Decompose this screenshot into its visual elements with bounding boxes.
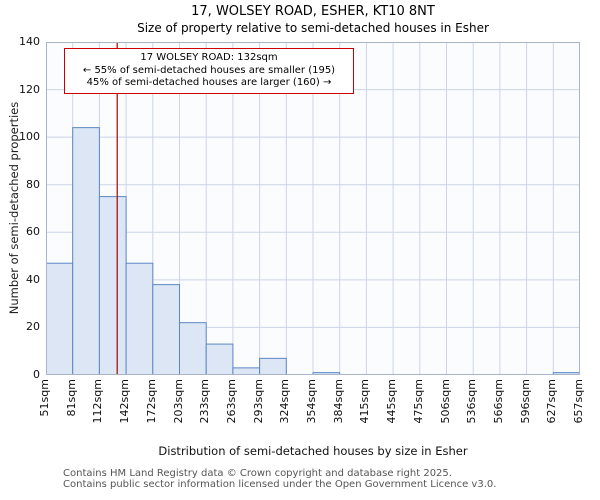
marker-annotation-box: 17 WOLSEY ROAD: 132sqm ← 55% of semi-det… [64,48,354,94]
plot-area [46,42,580,375]
y-tick-label: 120 [19,82,40,96]
x-tick-label: 81sqm [64,379,78,417]
histogram-bar [125,262,154,375]
footer-ogl-licence: Contains public sector information licen… [63,479,497,490]
x-tick-label: 142sqm [118,379,132,424]
x-tick-label: 233sqm [198,379,212,424]
x-tick-label: 203sqm [171,379,185,424]
y-tick-label: 100 [19,130,40,144]
x-tick-label: 51sqm [38,379,51,417]
histogram-bar [179,322,207,375]
histogram-bar [98,196,127,375]
y-tick-label: 140 [19,35,40,48]
x-tick-label: 293sqm [251,379,265,424]
x-tick-label: 627sqm [545,379,559,424]
annotation-line-3: 45% of semi-detached houses are larger (… [86,77,332,88]
x-tick-label: 324sqm [278,379,292,424]
histogram-plot [46,42,580,375]
x-tick-label: 172sqm [144,379,158,424]
x-tick-label: 384sqm [331,379,345,424]
chart-subtitle: Size of property relative to semi-detach… [137,21,489,35]
y-tick-label: 40 [26,272,40,286]
x-tick-label: 263sqm [224,379,238,424]
x-axis-label: Distribution of semi-detached houses by … [158,444,468,458]
histogram-bar [312,372,341,375]
x-tick-label: 354sqm [305,379,318,424]
y-tick-label: 20 [26,320,40,334]
x-tick-label: 506sqm [438,379,452,424]
histogram-bar [232,367,261,375]
x-tick-label: 475sqm [411,379,425,424]
annotation-line-1: 17 WOLSEY ROAD: 132sqm [140,52,278,63]
histogram-bar [152,284,181,375]
x-tick-label: 596sqm [518,379,532,424]
plot-border [46,42,580,375]
x-tick-label: 657sqm [572,379,585,424]
y-tick-label: 0 [33,368,40,381]
histogram-bar [46,262,74,375]
histogram-bar [259,357,287,375]
x-tick-label: 445sqm [385,379,399,424]
x-tick-label: 536sqm [465,379,479,424]
y-tick-label: 60 [26,225,40,239]
histogram-bar [205,343,234,375]
footer-copyright-hmlr: Contains HM Land Registry data © Crown c… [63,468,452,479]
chart-title: 17, WOLSEY ROAD, ESHER, KT10 8NT [191,4,435,19]
histogram-bar [72,127,100,375]
annotation-line-2: ← 55% of semi-detached houses are smalle… [82,64,336,76]
x-tick-label: 566sqm [491,379,505,424]
x-tick-label: 112sqm [91,379,105,424]
y-tick-label: 80 [26,177,40,191]
x-tick-label: 415sqm [358,379,372,424]
